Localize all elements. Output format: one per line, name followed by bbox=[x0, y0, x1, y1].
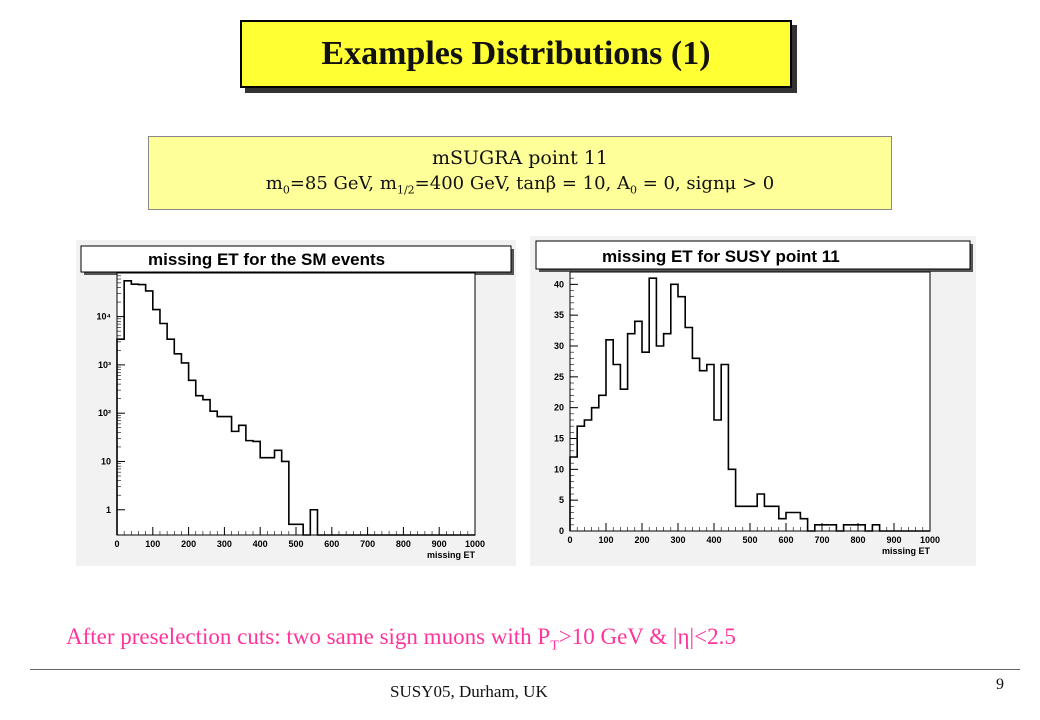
mhalf-symbol: m bbox=[379, 173, 397, 194]
sm-missing-et-histogram: missing ET for the SM events 0 100 200 300 40… bbox=[76, 240, 516, 566]
caption-suffix: >10 GeV & |η|<2.5 bbox=[558, 624, 736, 649]
x-tick-label: 900 bbox=[886, 535, 901, 545]
y-tick-label: 10 bbox=[101, 456, 111, 466]
page-number: 9 bbox=[996, 676, 1004, 693]
y-tick-label: 15 bbox=[554, 434, 564, 444]
x-tick-label: 400 bbox=[253, 539, 268, 549]
chart-title: missing ET for the SM events bbox=[148, 250, 385, 269]
y-tick-label: 10⁴ bbox=[97, 312, 111, 322]
x-tick-label: 800 bbox=[850, 535, 865, 545]
m0-value: =85 GeV, bbox=[289, 173, 380, 194]
y-tick-label: 5 bbox=[559, 495, 564, 505]
y-tick-label: 35 bbox=[554, 310, 564, 320]
point-name: mSUGRA point 11 bbox=[431, 147, 609, 169]
y-tick-label: 25 bbox=[554, 372, 564, 382]
x-tick-label: 0 bbox=[114, 539, 119, 549]
a0-value: = 0, signμ > 0 bbox=[637, 173, 775, 194]
y-tick-label: 40 bbox=[554, 279, 564, 289]
x-tick-label: 600 bbox=[778, 535, 793, 545]
caption-prefix: After preselection cuts: two same sign m… bbox=[66, 624, 551, 649]
x-tick-label: 1000 bbox=[465, 539, 485, 549]
chart-1-group: missing ET for SUSY point 110 100 200 300 40… bbox=[530, 236, 976, 566]
y-tick-label: 30 bbox=[554, 341, 564, 351]
histogram-series bbox=[116, 280, 475, 536]
parameter-box: mSUGRA point 11 m0=85 GeV, m1/2=400 GeV,… bbox=[148, 136, 892, 210]
y-tick-label: 0 bbox=[559, 526, 564, 536]
x-tick-label: 300 bbox=[217, 539, 232, 549]
x-tick-label: 200 bbox=[181, 539, 196, 549]
y-tick-label: 10² bbox=[98, 408, 111, 418]
x-tick-label: 1000 bbox=[920, 535, 940, 545]
chart-0-group: missing ET for the SM events 0 100 200 300 40… bbox=[76, 240, 516, 566]
plot-frame bbox=[569, 271, 931, 532]
slide-title: Examples Distributions (1) bbox=[321, 35, 711, 72]
parameter-line: m0=85 GeV, m1/2=400 GeV, tanβ = 10, A0 =… bbox=[149, 173, 891, 197]
title-frame bbox=[535, 240, 971, 270]
preselection-caption: After preselection cuts: two same sign m… bbox=[66, 624, 736, 655]
footer-divider bbox=[30, 669, 1020, 670]
x-tick-label: 100 bbox=[145, 539, 160, 549]
x-tick-label: 300 bbox=[670, 535, 685, 545]
x-tick-label: 500 bbox=[742, 535, 757, 545]
x-tick-label: 0 bbox=[567, 535, 572, 545]
susy-missing-et-histogram: missing ET for SUSY point 110 100 200 300 40… bbox=[530, 236, 976, 566]
x-tick-label: 100 bbox=[598, 535, 613, 545]
x-tick-label: 700 bbox=[360, 539, 375, 549]
y-tick-label: 20 bbox=[554, 403, 564, 413]
m0-symbol: m bbox=[265, 173, 283, 194]
chart-title: missing ET for SUSY point 11 bbox=[602, 247, 840, 266]
x-tick-label: 900 bbox=[432, 539, 447, 549]
mhalf-subscript: 1/2 bbox=[396, 183, 415, 197]
x-tick-label: 800 bbox=[396, 539, 411, 549]
a0-subscript: 0 bbox=[630, 183, 637, 197]
plot-frame bbox=[116, 272, 476, 536]
x-axis-label: missing ET bbox=[427, 550, 476, 560]
y-tick-label: 10³ bbox=[98, 360, 111, 370]
x-axis-label: missing ET bbox=[882, 546, 931, 556]
a0-symbol: A bbox=[617, 173, 630, 194]
m0-subscript: 0 bbox=[282, 183, 290, 197]
caption-subscript: T bbox=[550, 638, 559, 654]
x-tick-label: 200 bbox=[634, 535, 649, 545]
x-tick-label: 700 bbox=[814, 535, 829, 545]
x-tick-label: 500 bbox=[288, 539, 303, 549]
y-tick-label: 10 bbox=[554, 464, 564, 474]
y-tick-label: 1 bbox=[106, 505, 111, 515]
x-tick-label: 600 bbox=[324, 539, 339, 549]
histogram-series bbox=[569, 277, 930, 532]
title-frame bbox=[80, 245, 512, 273]
mhalf-value: =400 GeV, tanβ = 10, bbox=[414, 173, 617, 194]
x-tick-label: 400 bbox=[706, 535, 721, 545]
slide-title-box: Examples Distributions (1) bbox=[240, 20, 792, 88]
footer-text: SUSY05, Durham, UK bbox=[390, 682, 548, 701]
